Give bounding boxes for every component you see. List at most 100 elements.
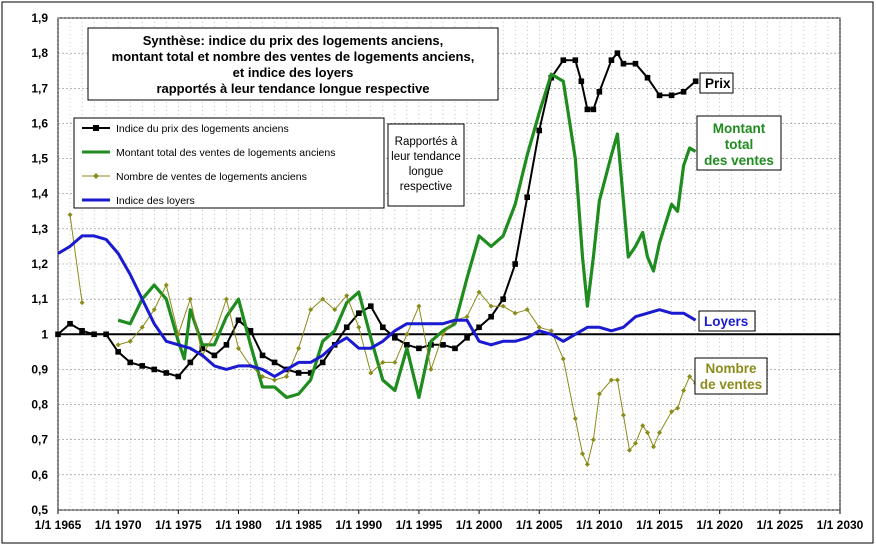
end-label-montant-2: total xyxy=(725,137,754,152)
point-nombre xyxy=(584,461,590,467)
point-prix xyxy=(572,57,579,63)
point-nombre xyxy=(500,303,506,309)
point-prix xyxy=(163,370,170,376)
point-prix xyxy=(692,78,699,85)
point-prix xyxy=(380,324,386,331)
y-tick-label: 1,2 xyxy=(31,257,48,271)
point-nombre xyxy=(404,331,410,337)
point-nombre xyxy=(548,328,554,334)
y-tick-label: 0,8 xyxy=(31,398,48,412)
point-nombre xyxy=(590,437,596,443)
point-nombre xyxy=(464,314,470,320)
point-nombre xyxy=(187,296,193,302)
note-line-1: Rapportés à xyxy=(395,136,458,148)
y-tick-label: 0,5 xyxy=(31,503,48,517)
point-prix xyxy=(55,331,61,338)
point-nombre xyxy=(344,293,350,299)
point-nombre xyxy=(657,430,663,436)
point-prix xyxy=(668,92,675,99)
point-prix xyxy=(512,261,518,267)
point-prix xyxy=(79,327,85,334)
point-nombre xyxy=(356,324,362,330)
x-tick-label: 1/1 1980 xyxy=(215,518,262,532)
point-nombre xyxy=(524,307,530,313)
point-nombre xyxy=(512,310,518,316)
point-prix xyxy=(644,74,651,81)
point-prix xyxy=(115,349,121,355)
legend-item-montant: Montant total des ventes de logements an… xyxy=(82,147,335,159)
point-prix xyxy=(392,335,398,341)
point-prix xyxy=(175,373,182,380)
x-tick-label: 1/1 1970 xyxy=(95,518,142,532)
title-line-3: et indice des loyers xyxy=(233,65,354,80)
point-nombre xyxy=(151,307,157,313)
point-prix xyxy=(139,363,146,369)
end-label-prix: Prix xyxy=(699,72,734,94)
end-label-nombre-1: Nombre xyxy=(705,361,756,376)
point-nombre xyxy=(428,366,434,372)
point-nombre xyxy=(614,377,620,383)
end-label-montant-3: des ventes xyxy=(704,153,774,168)
point-prix xyxy=(211,352,218,359)
point-nombre xyxy=(675,405,681,411)
point-nombre xyxy=(368,370,374,376)
point-prix xyxy=(404,342,410,348)
x-tick-label: 1/1 2000 xyxy=(456,518,503,532)
note-line-3: longue xyxy=(409,166,444,178)
point-nombre xyxy=(79,300,85,306)
point-prix xyxy=(368,303,374,309)
point-prix xyxy=(343,324,350,331)
point-prix xyxy=(307,370,314,376)
point-prix xyxy=(536,127,543,134)
title-box-frame xyxy=(87,27,499,101)
y-tick-label: 0,9 xyxy=(31,362,48,376)
point-nombre xyxy=(308,307,314,313)
note-line-4: respective xyxy=(400,181,452,193)
point-prix xyxy=(440,342,446,348)
point-nombre xyxy=(284,373,290,379)
note-line-2: leur tendance xyxy=(391,151,461,163)
legend-label-loyers: Indice des loyers xyxy=(116,195,195,207)
x-tick-label: 1/1 2020 xyxy=(696,518,743,532)
point-nombre xyxy=(272,377,278,383)
end-label-prix-text: Prix xyxy=(705,76,731,91)
point-nombre xyxy=(260,373,266,379)
point-nombre xyxy=(608,377,614,383)
y-tick-label: 1,8 xyxy=(31,46,48,60)
legend-frame xyxy=(73,117,385,209)
point-prix xyxy=(680,89,687,95)
x-tick-label: 1/1 1990 xyxy=(335,518,382,532)
point-nombre xyxy=(127,338,133,344)
point-nombre xyxy=(572,416,578,422)
x-tick-label: 1/1 1965 xyxy=(35,518,82,532)
point-prix xyxy=(524,194,530,201)
note-box-frame xyxy=(387,123,465,207)
y-tick-label: 1,7 xyxy=(31,81,48,95)
legend-item-prix: Indice du prix des logements anciens xyxy=(82,123,289,135)
point-prix xyxy=(247,327,254,334)
point-prix xyxy=(223,342,230,348)
point-prix xyxy=(271,359,278,366)
x-tick-label: 1/1 2030 xyxy=(817,518,864,532)
x-tick-label: 1/1 2005 xyxy=(516,518,563,532)
end-label-loyers: Loyers xyxy=(698,310,756,332)
y-tick-label: 0,6 xyxy=(31,468,48,482)
point-nombre xyxy=(488,303,494,309)
point-prix xyxy=(187,359,194,366)
point-prix xyxy=(319,359,326,366)
legend-label-montant: Montant total des ventes de logements an… xyxy=(116,147,335,159)
point-nombre xyxy=(139,324,145,330)
series-layer xyxy=(55,50,699,467)
y-tick-label: 0,7 xyxy=(31,433,48,447)
y-tick-label: 1,4 xyxy=(31,187,48,201)
x-tick-label: 1/1 2015 xyxy=(636,518,683,532)
point-prix xyxy=(355,310,362,316)
point-prix xyxy=(295,370,302,376)
point-nombre xyxy=(687,373,693,379)
point-nombre xyxy=(626,447,632,453)
point-nombre xyxy=(211,331,217,337)
y-tick-label: 1,3 xyxy=(31,222,48,236)
point-nombre xyxy=(476,289,482,295)
point-nombre xyxy=(536,324,542,330)
point-prix xyxy=(632,60,639,67)
